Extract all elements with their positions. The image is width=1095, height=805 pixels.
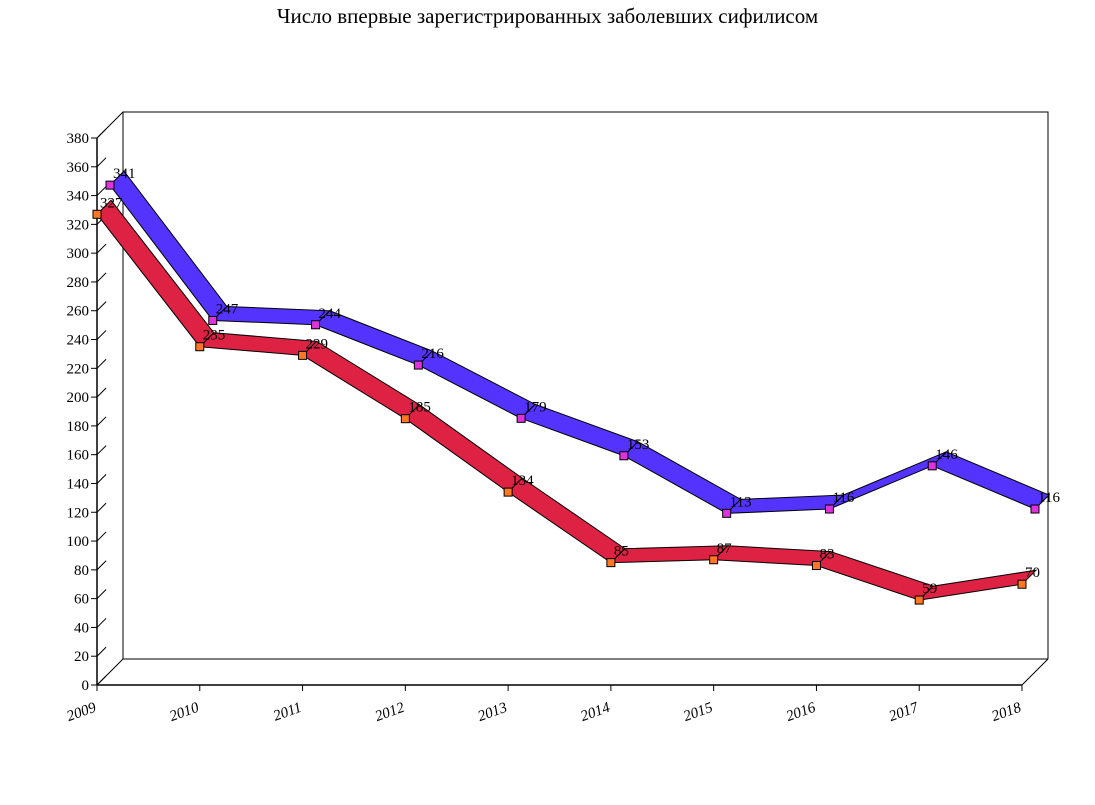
y-tick-label: 60 [74,592,89,608]
data-label: 85 [614,544,629,560]
data-point-marker [606,558,616,568]
data-point-marker [1030,504,1040,514]
data-point-marker [811,561,821,571]
y-tick-label: 100 [67,534,90,550]
data-label: 327 [100,195,123,211]
y-tick-label: 280 [67,275,90,291]
y-tick-depth [96,560,107,571]
x-tick-label: 2018 [990,700,1024,725]
y-tick-depth [96,301,107,312]
x-tick-label: 2013 [476,700,510,725]
y-tick-label: 200 [67,390,90,406]
data-point-marker [311,320,321,330]
y-tick-depth [96,445,107,456]
y-tick-depth [96,531,107,542]
x-tick-label: 2014 [579,700,613,725]
x-tick-label: 2012 [373,700,407,725]
y-tick-label: 140 [67,476,90,492]
data-point-marker [1017,579,1027,589]
y-tick-label: 220 [67,361,90,377]
y-tick-label: 0 [82,678,90,694]
y-tick-label: 20 [74,649,89,665]
data-label: 216 [421,346,444,362]
y-tick-depth [96,243,107,254]
data-point-marker [400,414,410,424]
y-tick-label: 380 [67,131,90,147]
y-tick-label: 120 [67,505,90,521]
back-wall [122,111,1049,659]
y-tick-depth [96,589,107,599]
series-ribbon-segment [404,404,523,493]
data-label: 229 [306,336,329,352]
y-tick-label: 160 [67,448,90,464]
series-ribbon-segment [917,569,1038,601]
data-label: 247 [216,301,239,317]
x-tick-label: 2011 [271,700,304,725]
data-label: 146 [935,447,958,463]
y-tick-label: 320 [67,217,90,233]
x-tick-label: 2017 [887,699,922,725]
series-ribbon-segment [931,451,1050,510]
data-label: 341 [113,166,136,182]
data-label: 87 [717,541,733,557]
x-tick-label: 2015 [681,700,715,725]
x-tick-label: 2016 [784,700,818,725]
data-point-marker [619,451,629,461]
data-point-marker [92,209,102,219]
data-point-marker [413,360,423,370]
y-tick-label: 40 [74,620,89,636]
y-tick-label: 80 [74,563,89,579]
data-point-marker [503,487,513,497]
y-tick-depth [96,387,107,398]
data-label: 134 [511,473,534,489]
floor-edge-right [1021,658,1049,686]
chart-title: Число впервые зарегистрированных заболев… [276,4,819,28]
data-point-marker [298,350,308,360]
y-tick-depth [96,272,107,283]
y-tick-depth [96,416,107,427]
data-label: 116 [1038,490,1060,506]
y-tick-label: 300 [67,246,90,262]
data-label: 116 [832,490,854,506]
y-tick-depth [96,675,107,686]
y-tick-depth [96,617,107,628]
data-point-marker [914,595,924,605]
data-label: 113 [730,494,752,510]
data-point-marker [709,555,719,565]
y-tick-label: 180 [67,419,90,435]
y-tick-depth [96,474,107,484]
data-point-marker [105,180,115,190]
y-tick-label: 260 [67,304,90,320]
y-tick-depth [96,186,107,196]
data-point-marker [824,504,834,514]
data-label: 185 [408,400,431,416]
y-tick-label: 340 [67,189,90,205]
data-point-marker [516,413,526,423]
y-tick-depth [96,157,107,168]
y-tick-depth [96,128,107,139]
x-tick-label: 2010 [167,700,201,725]
data-label: 235 [203,328,226,344]
data-label: 59 [922,581,937,597]
series-ribbon-segment [507,477,626,564]
y-tick-label: 240 [67,333,90,349]
y-tick-label: 360 [67,160,90,176]
data-point-marker [722,508,732,518]
y-tick-depth [96,358,107,369]
data-point-marker [195,342,205,352]
data-point-marker [208,315,218,325]
y-tick-depth [96,330,107,340]
y-tick-depth [96,502,107,513]
y-tick-depth [96,646,107,657]
x-tick-label: 2009 [65,700,99,725]
data-label: 83 [819,547,834,563]
data-label: 70 [1025,565,1040,581]
data-label: 153 [627,437,650,453]
data-point-marker [927,461,937,471]
data-label: 244 [319,306,342,322]
data-label: 179 [524,399,547,415]
